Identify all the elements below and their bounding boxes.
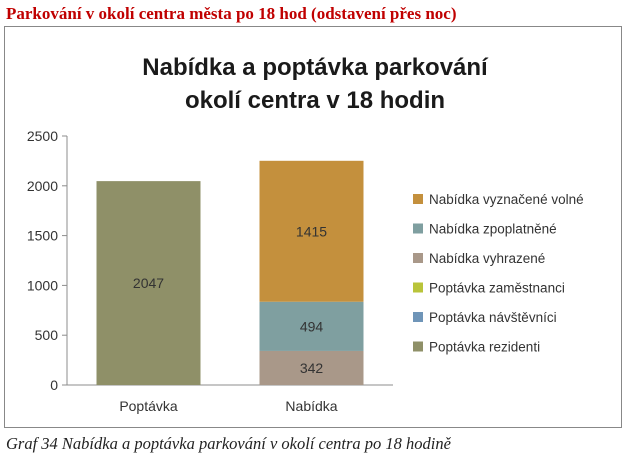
chart-title-line-2: okolí centra v 18 hodin (185, 87, 445, 114)
chart-legend: Nabídka vyznačené volné Nabídka zpoplatně… (413, 192, 584, 355)
data-label: 494 (300, 318, 324, 334)
legend-swatch (413, 312, 423, 322)
legend-label: Poptávka rezidenti (429, 340, 540, 355)
y-tick-label: 1000 (27, 277, 58, 293)
y-tick-label: 1500 (27, 228, 58, 244)
page-heading: Parkování v okolí centra města po 18 hod… (6, 4, 457, 23)
data-label: 2047 (133, 275, 164, 291)
y-tick-label: 0 (50, 377, 58, 393)
chart-frame: Nabídka a poptávka parkování okolí centr… (4, 26, 622, 428)
legend-label: Poptávka návštěvníci (429, 310, 557, 325)
bar-segment (259, 301, 364, 351)
bar-segment (259, 350, 364, 385)
legend-swatch (413, 194, 423, 204)
y-tick-label: 2000 (27, 178, 58, 194)
chart-axes: 0 500 1000 1500 2000 2500 (27, 128, 393, 393)
y-tick-label: 500 (35, 327, 59, 343)
y-tick-label: 2500 (27, 128, 58, 144)
legend-label: Nabídka zpoplatněné (429, 222, 557, 237)
x-category-label: Nabídka (285, 398, 337, 414)
legend-swatch (413, 223, 423, 234)
chart-title-line-1: Nabídka a poptávka parkování (142, 54, 489, 81)
x-category-label: Poptávka (119, 398, 178, 414)
chart-bars: 2047 Poptávka 342 494 1415 Nabídka (96, 160, 364, 414)
bar-segment (96, 181, 201, 385)
legend-label: Nabídka vyznačené volné (429, 192, 584, 207)
figure-caption: Graf 34 Nabídka a poptávka parkování v o… (6, 434, 451, 453)
stacked-bar-chart: Nabídka a poptávka parkování okolí centr… (27, 54, 584, 414)
data-label: 342 (300, 360, 324, 376)
bar-segment (259, 160, 364, 302)
legend-swatch (413, 282, 423, 293)
legend-swatch (413, 253, 423, 263)
legend-swatch (413, 341, 423, 352)
legend-label: Poptávka zaměstnanci (429, 281, 565, 296)
data-label: 1415 (296, 223, 327, 239)
legend-label: Nabídka vyhrazené (429, 251, 545, 266)
